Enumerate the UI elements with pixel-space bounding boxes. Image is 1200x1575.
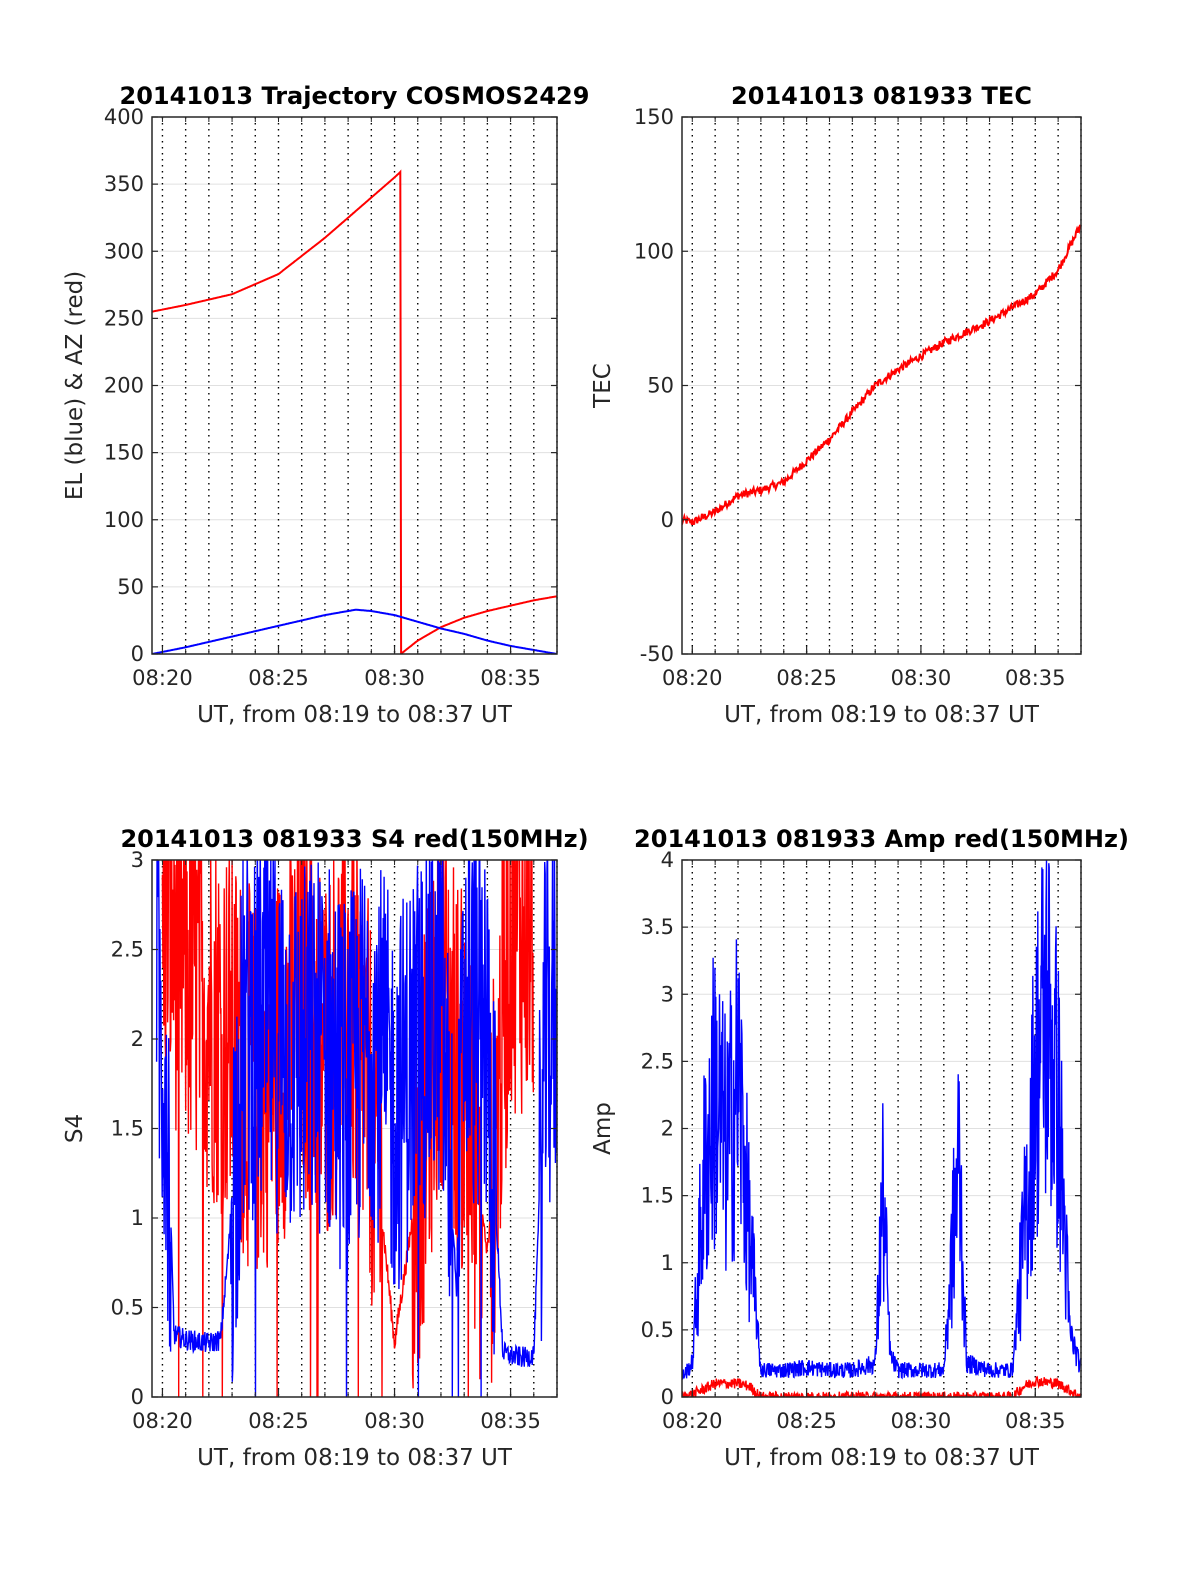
x-tick-label: 08:35 xyxy=(1005,1409,1066,1433)
y-tick-label: 50 xyxy=(647,374,674,398)
x-tick-label: 08:35 xyxy=(480,1409,541,1433)
series-line-2 xyxy=(152,608,557,654)
y-tick-label: 0 xyxy=(131,1385,144,1409)
y-tick-label: 3 xyxy=(131,848,144,872)
series-line-1 xyxy=(682,224,1081,526)
chart-panel-2: -50 0 50 100 150 08:20 08:25 08:30 08:35 20141013… xyxy=(590,82,1082,728)
series-line-2 xyxy=(155,860,557,1397)
y-tick-label: 0 xyxy=(131,642,144,666)
y-tick-label: 0 xyxy=(661,508,674,532)
y-tick-label: -50 xyxy=(640,642,674,666)
chart-panel-4: 0 0.5 1 1.5 2 2.5 3 3.5 4 08:20 08:25 08:30 08:35 201… xyxy=(590,825,1129,1471)
y-tick-label: 150 xyxy=(104,441,144,465)
series-line-2 xyxy=(682,860,1081,1380)
y-tick-label: 350 xyxy=(104,172,144,196)
x-tick-label: 08:30 xyxy=(364,666,425,690)
series-line-1 xyxy=(161,860,534,1397)
chart-panel-3: 0 0.5 1 1.5 2 2.5 3 08:20 08:25 08:30 08:35 2014101… xyxy=(62,825,589,1471)
x-tick-label: 08:20 xyxy=(132,666,193,690)
series-line-1 xyxy=(682,1375,1081,1397)
y-axis-label: S4 xyxy=(62,1114,88,1143)
x-tick-label: 08:25 xyxy=(248,666,309,690)
chart-title: 20141013 081933 S4 red(150MHz) xyxy=(120,825,588,853)
chart-panel-1: 0 50 100 150 200 250 300 350 400 08:20 08:25 08:30 0… xyxy=(62,82,589,728)
y-tick-label: 1.5 xyxy=(111,1117,144,1141)
series-line-1 xyxy=(152,169,557,654)
x-tick-label: 08:20 xyxy=(662,666,723,690)
y-tick-label: 2 xyxy=(131,1027,144,1051)
y-axis-label: Amp xyxy=(590,1102,616,1155)
y-tick-label: 2.5 xyxy=(641,1049,674,1073)
y-tick-label: 2 xyxy=(661,1117,674,1141)
y-tick-label: 1 xyxy=(661,1251,674,1275)
y-tick-label: 2.5 xyxy=(111,938,144,962)
x-tick-label: 08:25 xyxy=(776,1409,837,1433)
y-tick-label: 400 xyxy=(104,105,144,129)
y-tick-label: 150 xyxy=(634,105,674,129)
x-tick-label: 08:30 xyxy=(891,1409,952,1433)
y-tick-label: 100 xyxy=(634,239,674,263)
y-axis-label: EL (blue) & AZ (red) xyxy=(62,271,88,500)
y-axis-label: TEC xyxy=(590,363,616,409)
x-tick-label: 08:25 xyxy=(248,1409,309,1433)
y-tick-label: 1 xyxy=(131,1206,144,1230)
chart-title: 20141013 081933 Amp red(150MHz) xyxy=(634,825,1129,853)
x-tick-label: 08:35 xyxy=(1005,666,1066,690)
y-tick-label: 1.5 xyxy=(641,1184,674,1208)
x-tick-label: 08:30 xyxy=(364,1409,425,1433)
y-tick-label: 0.5 xyxy=(641,1318,674,1342)
x-axis-label: UT, from 08:19 to 08:37 UT xyxy=(197,1445,513,1471)
x-tick-label: 08:30 xyxy=(891,666,952,690)
y-tick-label: 0.5 xyxy=(111,1296,144,1320)
y-tick-label: 300 xyxy=(104,239,144,263)
x-axis-label: UT, from 08:19 to 08:37 UT xyxy=(724,702,1040,728)
x-axis-label: UT, from 08:19 to 08:37 UT xyxy=(724,1445,1040,1471)
x-axis-label: UT, from 08:19 to 08:37 UT xyxy=(197,702,513,728)
y-tick-label: 50 xyxy=(117,575,144,599)
x-tick-label: 08:20 xyxy=(132,1409,193,1433)
y-tick-label: 250 xyxy=(104,306,144,330)
chart-title: 20141013 Trajectory COSMOS2429 xyxy=(120,82,590,110)
y-tick-label: 200 xyxy=(104,374,144,398)
y-tick-label: 0 xyxy=(661,1385,674,1409)
x-tick-label: 08:20 xyxy=(662,1409,723,1433)
chart-title: 20141013 081933 TEC xyxy=(731,82,1032,110)
y-tick-label: 4 xyxy=(661,848,674,872)
y-tick-label: 3.5 xyxy=(641,915,674,939)
x-tick-label: 08:35 xyxy=(480,666,541,690)
y-tick-label: 100 xyxy=(104,508,144,532)
y-tick-label: 3 xyxy=(661,982,674,1006)
x-tick-label: 08:25 xyxy=(776,666,837,690)
